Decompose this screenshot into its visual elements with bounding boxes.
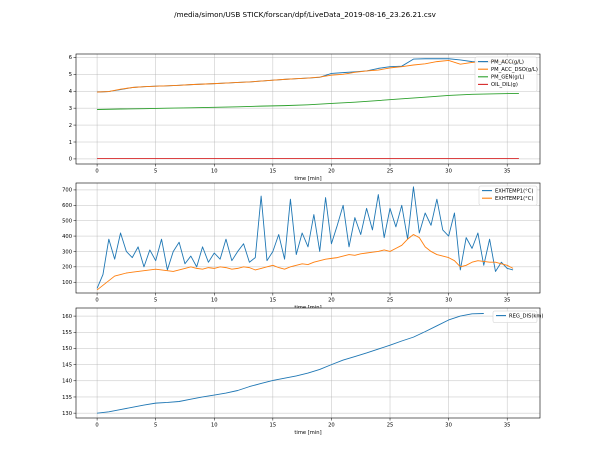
legend-label: PM_ACC(g/L) xyxy=(491,59,524,65)
y-tick-label: 5 xyxy=(69,72,72,78)
plot-area xyxy=(76,308,540,418)
x-tick-label: 20 xyxy=(328,423,335,429)
series-line-1 xyxy=(97,313,484,414)
x-tick-label: 0 xyxy=(95,298,98,304)
x-tick-label: 30 xyxy=(445,298,452,304)
x-tick-label: 30 xyxy=(445,423,452,429)
x-tick-label: 25 xyxy=(387,423,394,429)
legend-label: REG_DIS(km) xyxy=(509,313,543,319)
x-axis-label: time [min] xyxy=(294,430,321,436)
y-tick-label: 160 xyxy=(62,314,72,320)
y-tick-label: 3 xyxy=(69,106,72,112)
y-tick-label: 700 xyxy=(62,188,72,194)
axes-frame xyxy=(75,53,541,165)
subplot-2: 05101520253035100200300400500600700time … xyxy=(62,182,541,311)
y-tick-label: 600 xyxy=(62,203,72,209)
series-line-2 xyxy=(97,59,519,93)
series-line-2 xyxy=(96,234,514,291)
series-line-1 xyxy=(96,186,514,289)
y-tick-label: 145 xyxy=(62,362,72,368)
x-tick-label: 5 xyxy=(154,423,157,429)
legend-frame xyxy=(474,56,538,92)
x-tick-label: 35 xyxy=(504,423,511,429)
y-tick-label: 150 xyxy=(62,346,72,352)
x-tick-label: 10 xyxy=(211,169,218,175)
subplot-1: 0 5 10 15 20 25 30 35 0 1 2 3 4 5 6 time [min] PM_ACC(g/… xyxy=(69,53,541,182)
y-tick-label: 500 xyxy=(62,218,72,224)
figure-title: /media/simon/USB STICK/forscan/dpf/LiveD… xyxy=(174,10,436,19)
x-tick-label: 5 xyxy=(154,298,157,304)
x-tick-label: 0 xyxy=(95,169,98,175)
x-tick-label: 10 xyxy=(211,298,218,304)
legend: REG_DIS(km) xyxy=(492,310,543,323)
legend: PM_ACC(g/L) PM_ACC_DSO(g/L) PM_GEN(g/L)OIL… xyxy=(474,56,538,92)
x-tick-label: 35 xyxy=(504,169,511,175)
legend: EXHTEMP1(°C) EXHTEMP1(°C) xyxy=(478,185,538,206)
x-tick-label: 15 xyxy=(270,423,277,429)
x-tick-label: 30 xyxy=(445,169,452,175)
x-tick-label: 0 xyxy=(95,423,98,429)
x-tick-label: 10 xyxy=(211,423,218,429)
y-tick-label: 300 xyxy=(62,249,72,255)
subplot-3: 0 5 10 15 20 25 30 35 130 135 140 145 150 155 160 time … xyxy=(62,307,543,436)
legend-label: PM_GEN(g/L) xyxy=(491,75,524,81)
x-tick-label: 5 xyxy=(154,169,157,175)
y-tick-label: 155 xyxy=(62,330,72,336)
y-tick-label: 130 xyxy=(62,411,72,417)
x-axis-label: time [min] xyxy=(294,176,321,182)
y-tick-label: 2 xyxy=(69,123,72,129)
y-tick-label: 1 xyxy=(69,140,72,146)
x-tick-label: 35 xyxy=(504,298,511,304)
plot-area xyxy=(76,54,540,164)
x-tick-label: 15 xyxy=(270,298,277,304)
legend-label: EXHTEMP1(°C) xyxy=(495,188,533,194)
x-tick-label: 20 xyxy=(328,169,335,175)
plot-area xyxy=(76,183,540,293)
x-tick-label: 25 xyxy=(387,169,394,175)
legend-label: EXHTEMP1(°C) xyxy=(495,196,533,202)
axes-frame xyxy=(75,182,541,294)
x-tick-label: 15 xyxy=(270,169,277,175)
y-tick-label: 400 xyxy=(62,234,72,240)
legend-label: PM_ACC_DSO(g/L) xyxy=(491,67,538,73)
legend-frame xyxy=(478,185,538,206)
y-tick-label: 4 xyxy=(69,89,73,95)
y-tick-label: 0 xyxy=(69,157,72,163)
y-tick-label: 200 xyxy=(62,265,72,271)
series-line-3 xyxy=(97,92,519,110)
legend-frame xyxy=(492,310,538,323)
legend-label: OIL_DIL(g) xyxy=(491,82,518,88)
axes-frame xyxy=(75,307,541,419)
y-tick-label: 6 xyxy=(69,55,72,61)
y-tick-label: 100 xyxy=(62,280,72,286)
y-tick-label: 135 xyxy=(62,395,72,401)
x-tick-label: 20 xyxy=(328,298,335,304)
x-tick-label: 25 xyxy=(387,298,394,304)
y-tick-label: 140 xyxy=(62,379,72,385)
